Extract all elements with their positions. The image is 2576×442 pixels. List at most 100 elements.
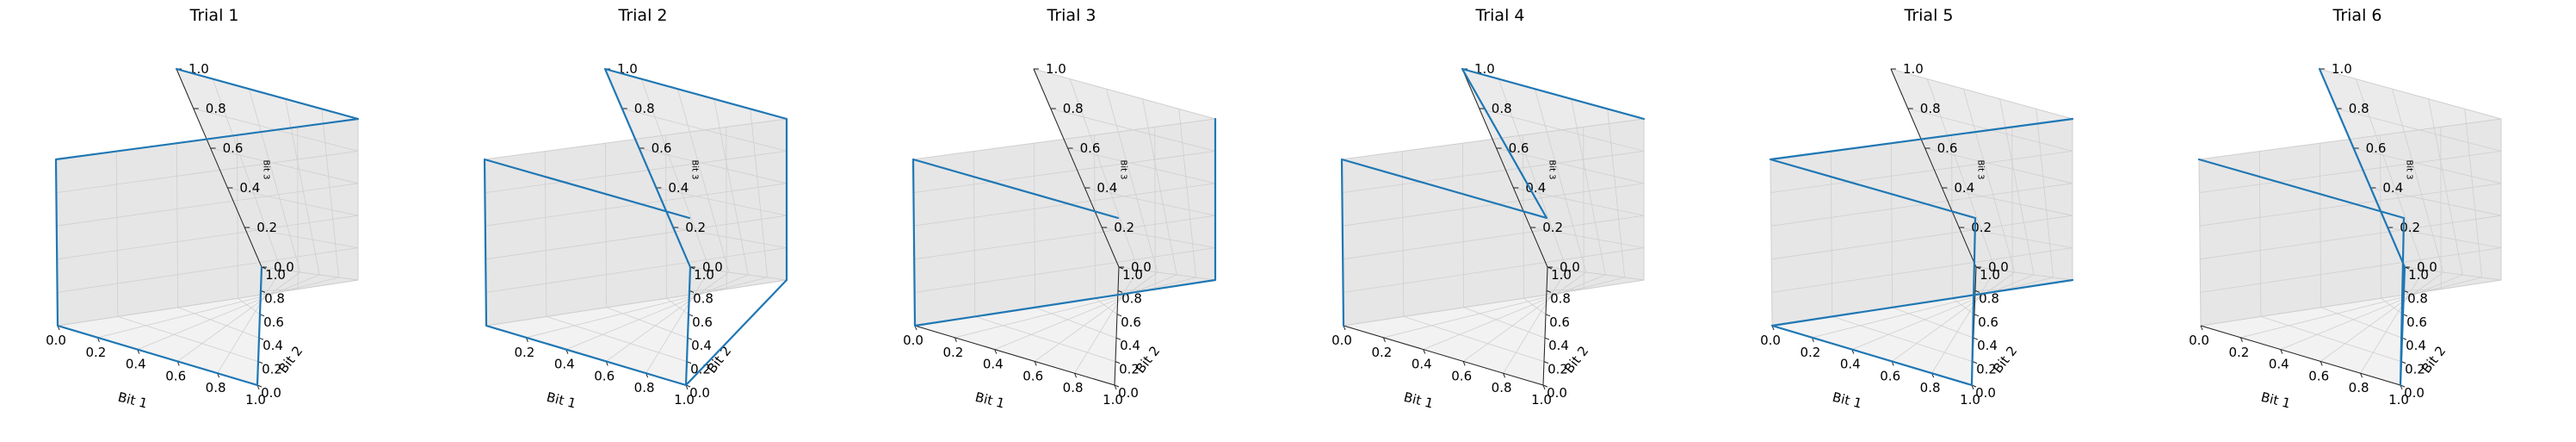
grid-line [57,247,359,293]
y-tick [1546,289,1552,293]
grid-line [1891,271,2016,362]
z-tick-label: 1.0 [1903,61,1924,77]
x-tick-label: 0.0 [46,333,66,348]
grid-line [1851,274,2035,350]
grid-line [546,316,688,362]
z-axis-line [176,68,263,268]
z-tick-label: 0.6 [2366,140,2387,156]
grid-line [1926,78,1996,271]
x-tick-label: 0.8 [634,380,655,395]
grid-line [526,277,768,339]
grid-line [606,307,689,339]
grid-line [2035,109,2054,278]
grid-line [56,151,359,193]
x-axis-label: Bit 1 [116,389,149,412]
grid-line [1942,187,2073,216]
grid-line [485,183,788,227]
subplot-3: Trial 30.00.20.40.60.81.00.00.20.40.60.8… [903,6,1217,412]
grid-line [1383,277,1625,339]
x-tick [1382,337,1386,342]
grid-line [1178,109,1196,278]
x-tick [2280,349,2283,354]
grid-line [1535,89,1587,273]
z-tick-label: 0.2 [1971,220,1992,235]
z-tick-label: 0.4 [1525,180,1546,196]
grid-line [954,277,1196,339]
grid-line [1102,227,1216,248]
grid-line [1963,89,2016,273]
grid-line [117,316,259,362]
x-tick-label: 0.8 [1920,380,1941,395]
grid-line [2198,159,2202,327]
y-tick-label: 0.8 [693,290,713,306]
grid-line [1343,279,1645,327]
x-axis-line [914,325,1115,386]
grid-line [2353,147,2502,184]
grid-line [177,307,260,339]
grid-line [2403,289,2442,291]
y-tick-label: 0.0 [1118,385,1139,401]
y-axis-line [1114,266,1120,386]
z-tick-label: 0.4 [2382,180,2403,196]
x-tick [2360,373,2363,378]
grid-line [1142,98,1177,276]
x-tick-label: 0.8 [2349,380,2369,395]
y-tick [1115,361,1121,364]
x-axis-label: Bit 1 [1402,389,1435,412]
grid-line [1343,247,1645,293]
grid-line [914,215,1216,260]
grid-line [2360,269,2425,374]
y-tick-label: 1.0 [1551,267,1572,283]
grid-line [1546,289,1585,291]
x-tick-label: 0.4 [1840,357,1861,372]
z-tick-label: 0.4 [668,180,689,196]
z-tick-label: 0.0 [1988,259,2009,275]
x-tick-label: 0.6 [594,368,615,383]
y-tick-label: 0.4 [1548,338,1569,353]
grid-line [1530,227,1645,248]
trajectory-line [54,67,360,387]
grid-line [544,151,547,317]
grid-line [1118,266,1216,281]
grid-line [2381,297,2404,315]
grid-line [1106,89,1158,273]
x-tick-label: 1.0 [674,392,695,408]
grid-line [2319,68,2502,120]
x-tick-label: 1.0 [1960,392,1980,408]
x-tick-label: 0.2 [1800,345,1820,360]
grid-line [1462,271,1587,362]
grid-line [1034,143,1035,308]
grid-line [1547,266,1645,281]
x-tick [1542,384,1546,390]
y-axis-line [1542,266,1548,386]
x-tick-label: 0.8 [206,380,226,395]
y-tick [1972,361,1978,364]
x-tick-label: 0.8 [1063,380,1084,395]
grid-line [97,277,339,339]
grid-line [2428,98,2463,276]
y-tick [1543,361,1549,364]
grid-line [1074,269,1139,374]
z-tick-label: 0.2 [2400,220,2420,235]
z-axis-line [1461,68,1548,268]
z-tick-label: 0.4 [239,180,260,196]
grid-line [1067,147,1216,184]
grid-line [750,109,768,278]
grid-line [57,215,359,260]
grid-line [176,143,178,308]
grid-line [1095,297,1118,315]
grid-line [1033,68,1216,120]
grid-line [2392,89,2444,273]
grid-line [321,109,339,278]
grid-line [1498,78,1567,271]
y-tick [1542,384,1548,388]
grid-line [1084,187,1216,216]
x-tick-label: 1.0 [1531,392,1552,408]
grid-line [1952,297,1975,315]
grid-line [1423,274,1606,350]
grid-line [1892,307,1974,339]
grid-line [974,316,1116,362]
grid-line [1830,151,1833,317]
x-tick-label: 0.0 [2189,333,2209,348]
grid-line [1462,143,1464,308]
